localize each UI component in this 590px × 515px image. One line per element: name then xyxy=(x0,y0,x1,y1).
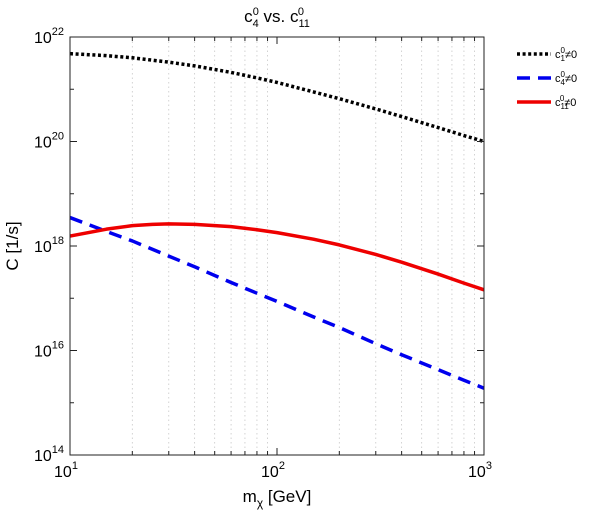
y-tick-label: 1018 xyxy=(34,235,64,256)
y-tick-label: 1022 xyxy=(34,26,64,47)
series-layer xyxy=(69,51,485,390)
series-line-1 xyxy=(69,51,485,144)
grid xyxy=(131,37,475,455)
x-tick-label: 103 xyxy=(468,460,492,481)
chart-title: c40 vs. c110 xyxy=(244,6,310,30)
series-line-2 xyxy=(69,215,485,390)
y-axis-label: C [1/s] xyxy=(3,221,22,270)
y-tick-label: 1020 xyxy=(34,131,64,152)
y-tick-label: 1016 xyxy=(34,340,64,361)
legend-label-3: c110≠0 xyxy=(555,94,576,111)
x-tick-label: 101 xyxy=(54,460,78,481)
x-axis-label: mχ [GeV] xyxy=(243,487,312,510)
tick-layer: 101 102 103 1014 1016 1018 1020 1022 xyxy=(34,26,492,481)
legend-label-2: c40≠0 xyxy=(555,70,577,87)
series-line-3 xyxy=(69,222,485,292)
x-tick-label: 102 xyxy=(261,460,285,481)
legend-label-1: c10≠0 xyxy=(555,46,577,63)
plot-frame xyxy=(69,36,485,456)
y-tick-label: 1014 xyxy=(34,444,64,465)
legend: c10≠0 c40≠0 c110≠0 xyxy=(517,46,577,111)
